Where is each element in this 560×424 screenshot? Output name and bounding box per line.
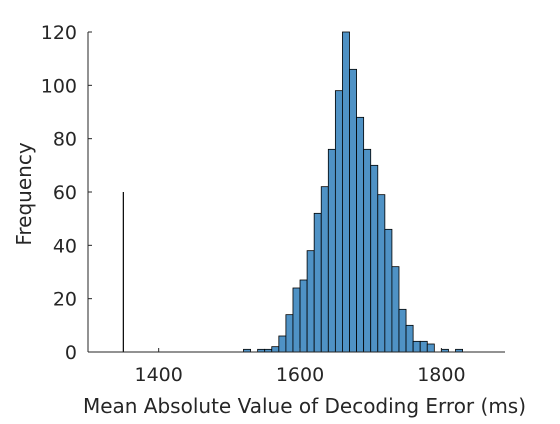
histogram-bar	[356, 116, 365, 353]
x-tick-label: 1600	[276, 364, 324, 386]
x-tick-label: 1400	[134, 364, 182, 386]
histogram-bar	[292, 287, 301, 353]
y-tick-label: 120	[41, 22, 77, 44]
y-tick-label: 20	[53, 289, 77, 311]
x-axis-title: Mean Absolute Value of Decoding Error (m…	[83, 394, 526, 418]
histogram-bar	[419, 340, 428, 353]
y-axis-ticks: 0 20 40 60 80 100 120	[41, 22, 92, 364]
histogram-bar	[426, 343, 435, 353]
histogram-bar	[320, 186, 329, 353]
y-axis-title: Frequency	[12, 142, 36, 245]
histogram-bar	[327, 148, 336, 353]
y-tick-label: 60	[53, 182, 77, 204]
x-axis-ticks: 1400 1600 1800	[134, 348, 466, 386]
histogram-bar	[363, 148, 372, 353]
histogram-bar	[285, 314, 294, 353]
histogram-bar	[313, 212, 322, 353]
x-tick-label: 1800	[417, 364, 465, 386]
y-tick-label: 100	[41, 75, 77, 97]
y-tick-label: 0	[65, 342, 77, 364]
histogram-bar	[271, 346, 280, 353]
histogram-bar	[370, 164, 379, 353]
histogram-bar	[398, 308, 407, 353]
histogram-bar	[334, 90, 343, 353]
histogram-bar	[405, 324, 414, 353]
histogram-bar	[349, 68, 357, 353]
histogram-bar	[299, 279, 308, 353]
histogram-bar	[278, 335, 287, 353]
y-tick-label: 40	[53, 235, 77, 257]
histogram-bar	[306, 250, 315, 353]
histogram-bar	[391, 266, 400, 353]
histogram-bars	[243, 31, 463, 353]
histogram-bar	[412, 340, 421, 353]
y-tick-label: 80	[53, 129, 77, 151]
histogram-bar	[384, 228, 393, 353]
histogram-bar	[377, 194, 386, 353]
histogram-bar	[342, 31, 350, 353]
